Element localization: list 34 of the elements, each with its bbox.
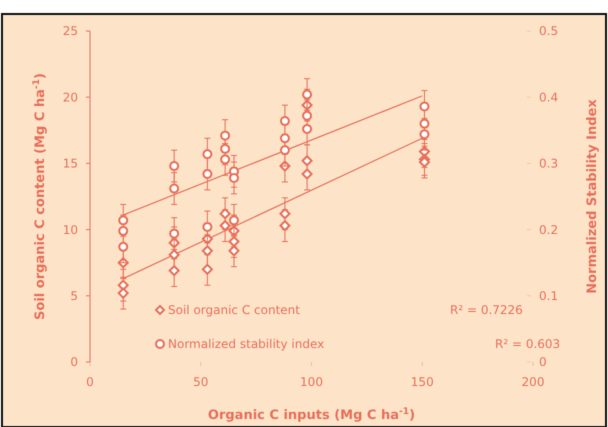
point: [228, 215, 239, 226]
y2-tick-label: 0.1: [539, 289, 558, 303]
x-tick-label: 0: [86, 375, 94, 389]
y2-tick-label: 0: [539, 355, 547, 370]
point: [228, 172, 239, 183]
point: [118, 288, 129, 299]
point: [118, 242, 128, 252]
y-tick-label: 0: [70, 355, 78, 370]
legend-label: Normalized stability index: [168, 337, 324, 352]
x-tick-label: 150: [410, 375, 434, 389]
y-tick-label: 15: [62, 156, 78, 171]
point: [169, 184, 180, 194]
annotation: R² = 0.603: [495, 337, 560, 352]
y-tick-label: 25: [62, 24, 78, 38]
y2-tick-label: 0.5: [539, 24, 558, 38]
point: [228, 245, 240, 256]
x-tick-label: 50: [193, 375, 208, 389]
y-tick-label: 5: [70, 289, 78, 303]
point: [168, 265, 180, 276]
y2-tick-label: 0.2: [539, 222, 558, 237]
point: [302, 124, 312, 134]
y-tick-label: 20: [62, 90, 78, 104]
x-tick-label: 100: [300, 375, 323, 389]
point: [280, 116, 290, 126]
y2-tick-label: 0.4: [539, 90, 558, 104]
x-tick-label: 200: [522, 375, 544, 389]
point: [419, 101, 430, 112]
y2-axis-title: Normalized Stability Index: [585, 98, 600, 294]
x-axis-title: Organic C inputs (Mg C ha$^{-1}$): [208, 407, 416, 423]
y2-tick-label: 0.3: [539, 156, 558, 171]
y-tick-label: 10: [62, 222, 78, 237]
annotation: R² = 0.7226: [450, 303, 523, 318]
point: [220, 130, 230, 141]
legend-label: Soil organic C content: [168, 303, 300, 318]
